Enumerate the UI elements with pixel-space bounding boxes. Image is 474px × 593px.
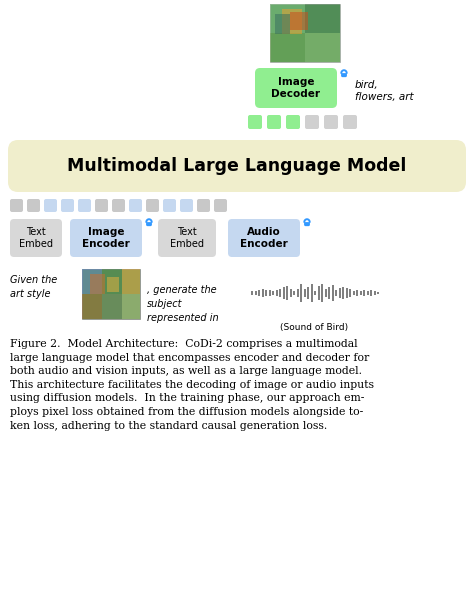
Bar [305, 4, 340, 33]
Bar [349, 289, 352, 297]
Text: (Sound of Bird): (Sound of Bird) [281, 323, 348, 332]
Bar [275, 14, 290, 34]
Bar [282, 9, 302, 34]
Bar [122, 294, 140, 319]
Bar [270, 4, 340, 62]
Bar [325, 289, 327, 296]
Bar [321, 283, 323, 302]
Bar [305, 33, 340, 62]
Bar [336, 291, 337, 296]
Text: Audio
Encoder: Audio Encoder [240, 227, 288, 249]
FancyBboxPatch shape [78, 199, 91, 212]
FancyBboxPatch shape [286, 115, 300, 129]
FancyBboxPatch shape [228, 219, 300, 257]
FancyBboxPatch shape [112, 199, 125, 212]
FancyBboxPatch shape [304, 222, 310, 226]
Bar [360, 291, 362, 295]
Bar [371, 291, 373, 295]
FancyBboxPatch shape [27, 199, 40, 212]
Text: Text
Embed: Text Embed [19, 227, 53, 249]
Bar [107, 277, 119, 292]
Bar [82, 269, 102, 294]
FancyBboxPatch shape [10, 219, 62, 257]
FancyBboxPatch shape [305, 115, 319, 129]
Bar [122, 269, 140, 294]
Bar [258, 290, 261, 296]
Bar [301, 284, 302, 302]
Bar [90, 274, 105, 294]
Bar [364, 291, 365, 295]
Bar [269, 289, 271, 296]
Bar [318, 286, 320, 299]
Bar [356, 289, 358, 296]
Bar [273, 291, 274, 295]
FancyBboxPatch shape [95, 199, 108, 212]
Bar [102, 294, 122, 319]
Text: Image
Encoder: Image Encoder [82, 227, 130, 249]
FancyBboxPatch shape [343, 115, 357, 129]
Bar [304, 289, 306, 296]
Bar [82, 269, 140, 319]
Text: Given the
art style: Given the art style [10, 275, 57, 299]
FancyBboxPatch shape [255, 68, 337, 108]
Bar [315, 291, 317, 295]
Bar [82, 294, 102, 319]
Bar [252, 291, 254, 295]
Bar [276, 290, 278, 296]
Bar [311, 283, 313, 302]
Bar [328, 287, 330, 299]
Bar [270, 4, 305, 33]
FancyBboxPatch shape [129, 199, 142, 212]
Bar [262, 289, 264, 297]
FancyBboxPatch shape [163, 199, 176, 212]
Text: Image
Decoder: Image Decoder [272, 77, 320, 99]
Bar [290, 289, 292, 298]
FancyBboxPatch shape [146, 222, 152, 226]
Bar [346, 288, 348, 298]
Bar [293, 291, 295, 295]
FancyBboxPatch shape [341, 73, 347, 77]
Bar [255, 291, 257, 295]
FancyBboxPatch shape [214, 199, 227, 212]
FancyBboxPatch shape [180, 199, 193, 212]
FancyBboxPatch shape [70, 219, 142, 257]
Text: , generate the
subject
represented in: , generate the subject represented in [147, 285, 219, 323]
Bar [339, 288, 341, 298]
FancyBboxPatch shape [44, 199, 57, 212]
Bar [248, 292, 250, 294]
Bar [297, 289, 299, 297]
Text: bird,
flowers, art: bird, flowers, art [355, 80, 414, 101]
FancyBboxPatch shape [248, 115, 262, 129]
Bar [290, 12, 308, 30]
Text: Text
Embed: Text Embed [170, 227, 204, 249]
FancyBboxPatch shape [197, 199, 210, 212]
Bar [308, 288, 310, 299]
Bar [332, 285, 334, 301]
FancyBboxPatch shape [146, 199, 159, 212]
Bar [343, 286, 345, 299]
Bar [374, 291, 376, 295]
FancyBboxPatch shape [8, 140, 466, 192]
Bar [102, 269, 122, 294]
FancyBboxPatch shape [324, 115, 338, 129]
Bar [286, 286, 289, 300]
Bar [377, 292, 380, 294]
FancyBboxPatch shape [158, 219, 216, 257]
FancyBboxPatch shape [10, 199, 23, 212]
Bar [367, 291, 369, 295]
Bar [283, 287, 285, 299]
Text: Multimodal Large Language Model: Multimodal Large Language Model [67, 157, 407, 175]
Bar [280, 289, 282, 298]
Bar [270, 33, 305, 62]
FancyBboxPatch shape [267, 115, 281, 129]
Bar [265, 290, 267, 296]
FancyBboxPatch shape [61, 199, 74, 212]
Bar [353, 291, 355, 295]
Text: Figure 2.  Model Architecture:  CoDi-2 comprises a multimodal
large language mod: Figure 2. Model Architecture: CoDi-2 com… [10, 339, 374, 431]
